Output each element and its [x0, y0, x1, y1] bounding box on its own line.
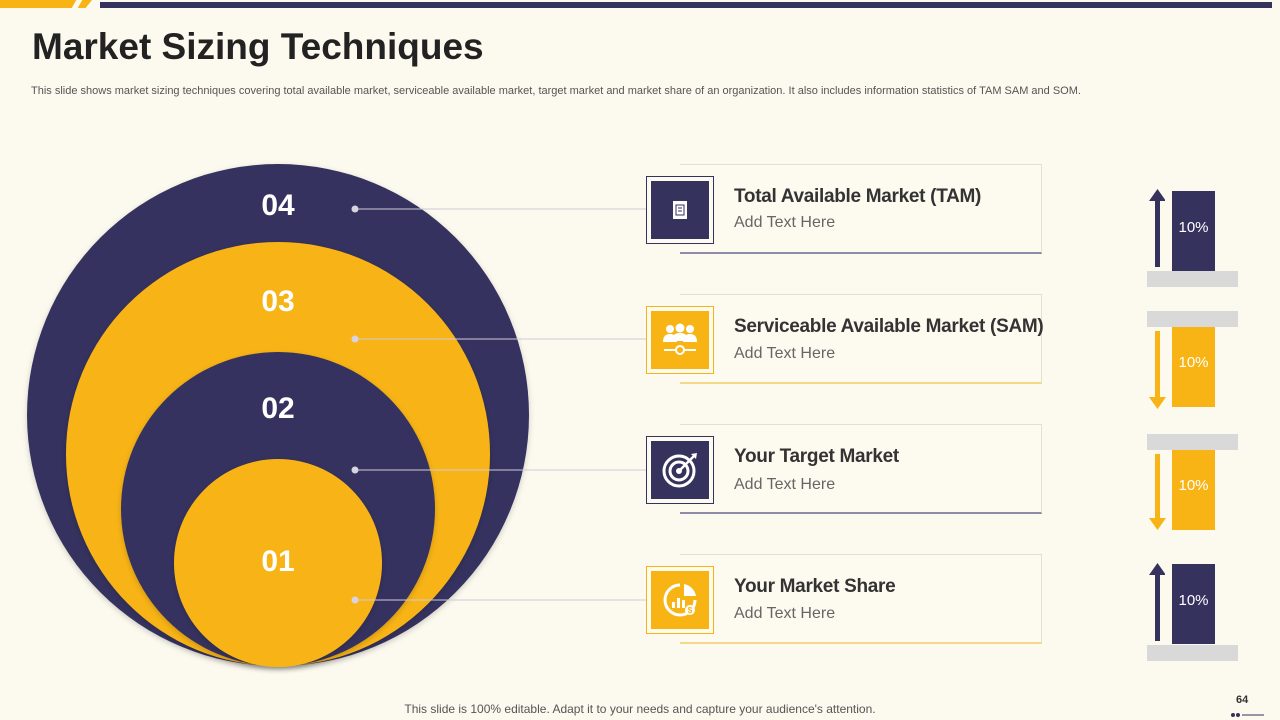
- document-icon: [673, 201, 687, 219]
- card-title-target: Your Target Market: [734, 446, 899, 467]
- circle-01: [174, 459, 382, 667]
- card-share: [680, 554, 1042, 644]
- top-accent-yellow: [0, 0, 92, 8]
- base-bar-sam: [1147, 311, 1238, 327]
- card-text-target[interactable]: Add Text Here: [734, 476, 836, 493]
- circle-number-04: 04: [261, 189, 295, 222]
- market-share-icon: $: [663, 583, 697, 617]
- up-arrow-icon: [1149, 563, 1165, 641]
- down-arrow-icon: [1149, 454, 1166, 530]
- circle-number-03: 03: [261, 285, 294, 318]
- base-bar-share: [1147, 645, 1238, 661]
- connector-dots: [351, 205, 359, 604]
- top-accent-navy: [100, 2, 1272, 8]
- percent-label-target: 10%: [1178, 477, 1209, 494]
- icon-box-target: [646, 436, 714, 504]
- card-target: [680, 424, 1042, 514]
- percent-bar-share: [1172, 564, 1215, 644]
- percent-label-sam: 10%: [1178, 354, 1209, 371]
- card-text-sam[interactable]: Add Text Here: [734, 345, 836, 362]
- up-arrow-icon: [1149, 189, 1165, 267]
- base-bar-tam: [1147, 271, 1238, 287]
- svg-text:$: $: [688, 606, 693, 615]
- card-text-tam[interactable]: Add Text Here: [734, 214, 836, 231]
- icon-box-share: $: [646, 566, 714, 634]
- circle-number-01: 01: [261, 545, 294, 578]
- percent-bar-sam: [1172, 327, 1215, 407]
- page-subtitle: This slide shows market sizing technique…: [31, 85, 1081, 97]
- footer-note: This slide is 100% editable. Adapt it to…: [404, 702, 876, 716]
- card-sam: [680, 294, 1042, 384]
- percent-bar-tam: [1172, 191, 1215, 271]
- percent-label-share: 10%: [1178, 592, 1209, 609]
- page-dots-decoration: [1231, 713, 1264, 717]
- connector-lines: [355, 208, 646, 601]
- card-tam: [680, 164, 1042, 254]
- icon-box-sam: [646, 306, 714, 374]
- percent-bar-target: [1172, 450, 1215, 530]
- down-arrow-icon: [1149, 331, 1166, 409]
- icon-box-tam: [646, 176, 714, 244]
- base-bar-target: [1147, 434, 1238, 450]
- card-text-share[interactable]: Add Text Here: [734, 605, 836, 622]
- page-number: 64: [1236, 694, 1249, 706]
- target-icon: [662, 453, 697, 488]
- team-icon: [663, 323, 697, 355]
- page-title: Market Sizing Techniques: [32, 26, 484, 67]
- card-title-sam: Serviceable Available Market (SAM): [734, 316, 1044, 337]
- circle-number-02: 02: [261, 392, 294, 425]
- card-title-tam: Total Available Market (TAM): [734, 186, 982, 207]
- card-title-share: Your Market Share: [734, 576, 896, 597]
- percent-label-tam: 10%: [1178, 219, 1209, 236]
